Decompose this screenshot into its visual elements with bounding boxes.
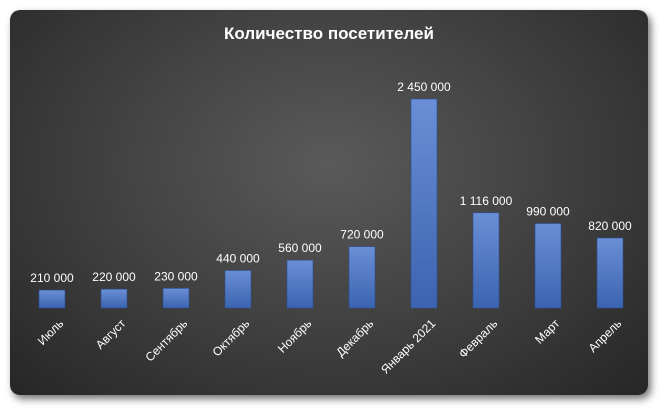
x-tick-label-3: Сентябрь <box>142 316 190 364</box>
data-label-1: 210 000 <box>30 271 74 285</box>
data-label-6: 720 000 <box>340 228 384 242</box>
data-label-9: 990 000 <box>526 205 570 219</box>
x-tick-label-6: Декабрь <box>333 316 376 359</box>
x-tick-label-7: Январь 2021 <box>378 316 438 376</box>
x-tick-label-2: Август <box>93 316 129 352</box>
chart-area: Количество посетителей 210 000 220 000 230… <box>10 10 648 395</box>
bar-6 <box>348 246 376 309</box>
bar-3 <box>162 288 190 309</box>
bar-5 <box>286 259 314 309</box>
x-tick-label-10: Апрель <box>586 316 625 355</box>
bar-9 <box>534 223 562 309</box>
data-label-4: 440 000 <box>216 252 260 266</box>
data-label-8: 1 116 000 <box>460 194 513 208</box>
data-label-10: 820 000 <box>588 219 632 233</box>
bar-2 <box>100 288 128 309</box>
bar-1 <box>38 289 66 309</box>
x-tick-label-8: Февраль <box>456 316 500 360</box>
x-tick-label-9: Март <box>532 316 563 347</box>
x-tick-label-1: Июль <box>35 316 67 348</box>
data-label-2: 220 000 <box>92 270 136 284</box>
data-label-7: 2 450 000 <box>397 80 451 94</box>
data-label-5: 560 000 <box>278 241 322 255</box>
chart-title: Количество посетителей <box>224 24 434 43</box>
bar-8 <box>472 212 500 309</box>
bar-chart: 210 000 220 000 230 000 440 000 560 000 720 0… <box>30 80 632 377</box>
x-tick-label-5: Ноябрь <box>275 316 314 355</box>
data-label-3: 230 000 <box>154 269 198 283</box>
bar-7 <box>410 98 438 309</box>
bar-4 <box>224 270 252 309</box>
x-tick-label-4: Октябрь <box>210 316 253 359</box>
bar-10 <box>596 237 624 309</box>
